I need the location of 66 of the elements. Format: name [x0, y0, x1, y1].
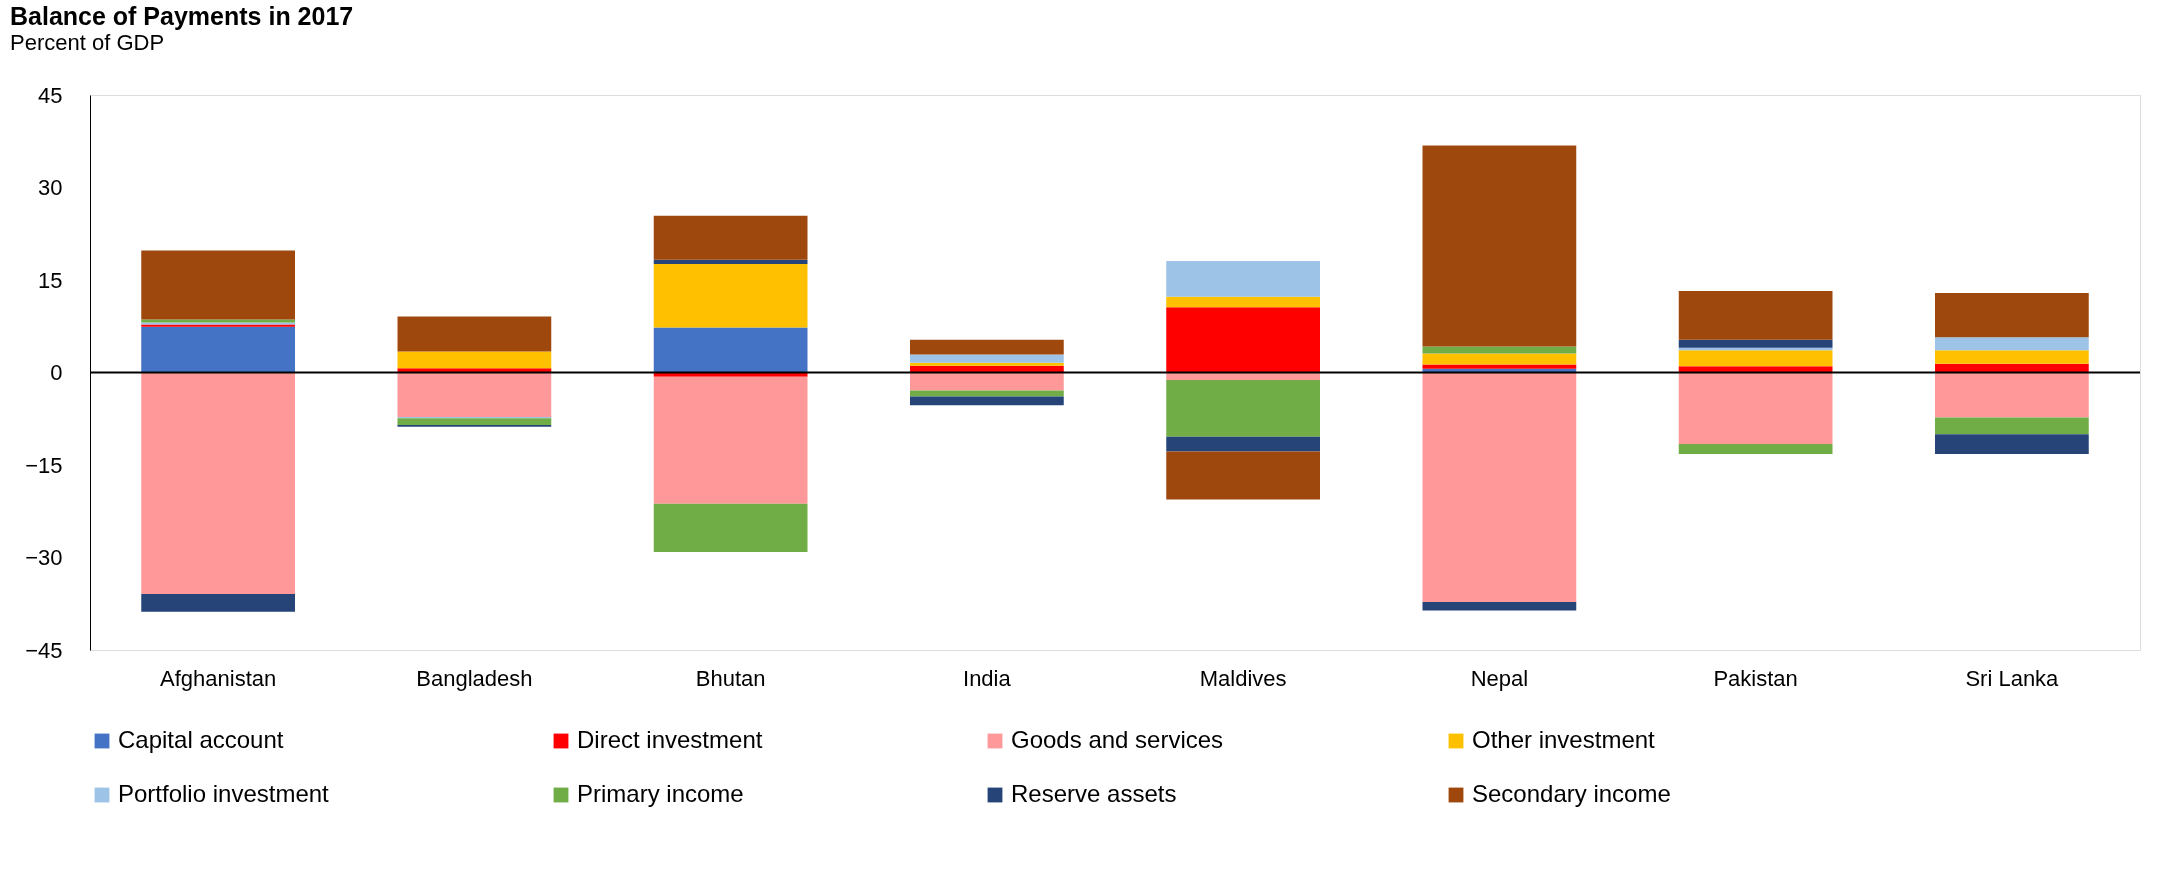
bar: [1678, 372, 1833, 445]
bar: [1422, 372, 1577, 602]
bar: [653, 376, 808, 504]
bar: [397, 351, 552, 369]
y-tick-label: −45: [25, 637, 63, 663]
bar: [1166, 307, 1320, 373]
legend-label: Goods and services: [1011, 726, 1224, 753]
bar: [1678, 444, 1833, 454]
legend-label: Secondary income: [1472, 780, 1671, 807]
bar: [1422, 601, 1577, 611]
y-tick-label: 0: [50, 360, 63, 385]
chart-subtitle: Percent of GDP: [10, 30, 165, 55]
legend-label: Direct investment: [577, 726, 763, 753]
legend-label: Other investment: [1472, 726, 1656, 753]
x-tick-label: Bhutan: [695, 665, 766, 691]
bar: [1935, 434, 2089, 454]
bar: [1678, 291, 1833, 340]
y-tick-label: −15: [25, 452, 63, 478]
bar: [1166, 296, 1320, 308]
bar: [1166, 260, 1320, 297]
bar: [1166, 451, 1320, 500]
bar: [653, 327, 808, 373]
bar: [1935, 350, 2089, 364]
bar: [141, 372, 295, 594]
legend-label: Capital account: [118, 726, 284, 753]
bar: [1422, 364, 1577, 369]
bar: [910, 390, 1064, 397]
bar: [397, 316, 552, 352]
bar: [910, 362, 1064, 366]
bar: [653, 503, 808, 552]
bar: [141, 250, 295, 320]
x-tick-label: Pakistan: [1713, 665, 1798, 691]
bar: [653, 263, 808, 328]
legend-label: Primary income: [577, 780, 744, 807]
bar: [1422, 145, 1577, 347]
chart-title: Balance of Payments in 2017: [10, 2, 354, 30]
bar: [1935, 337, 2089, 351]
y-tick-label: 30: [38, 175, 63, 200]
x-tick-label: India: [963, 665, 1012, 691]
bar: [1422, 353, 1577, 365]
x-tick-label: Sri Lanka: [1965, 665, 2060, 691]
bar: [1678, 350, 1833, 367]
y-tick-label: −30: [25, 545, 63, 570]
bar: [1935, 417, 2089, 435]
legend-label: Reserve assets: [1011, 780, 1177, 807]
x-tick-label: Maldives: [1199, 665, 1287, 691]
bar: [653, 259, 808, 264]
bar: [910, 396, 1064, 406]
y-tick-label: 15: [38, 267, 63, 293]
bar: [141, 326, 295, 373]
x-tick-label: Bangladesh: [416, 665, 533, 691]
bar: [1166, 379, 1320, 437]
bar: [653, 215, 808, 260]
bar: [910, 354, 1064, 363]
bar: [397, 372, 552, 417]
legend-label: Portfolio investment: [118, 780, 330, 807]
x-tick-label: Afghanistan: [160, 665, 277, 691]
bar: [1935, 372, 2089, 418]
x-tick-label: Nepal: [1470, 665, 1529, 691]
bar: [1678, 339, 1833, 348]
bar: [1166, 436, 1320, 452]
bar: [910, 339, 1064, 355]
bar: [397, 418, 552, 425]
bar: [141, 593, 295, 612]
y-tick-label: 45: [38, 82, 63, 108]
bar: [1935, 292, 2089, 338]
